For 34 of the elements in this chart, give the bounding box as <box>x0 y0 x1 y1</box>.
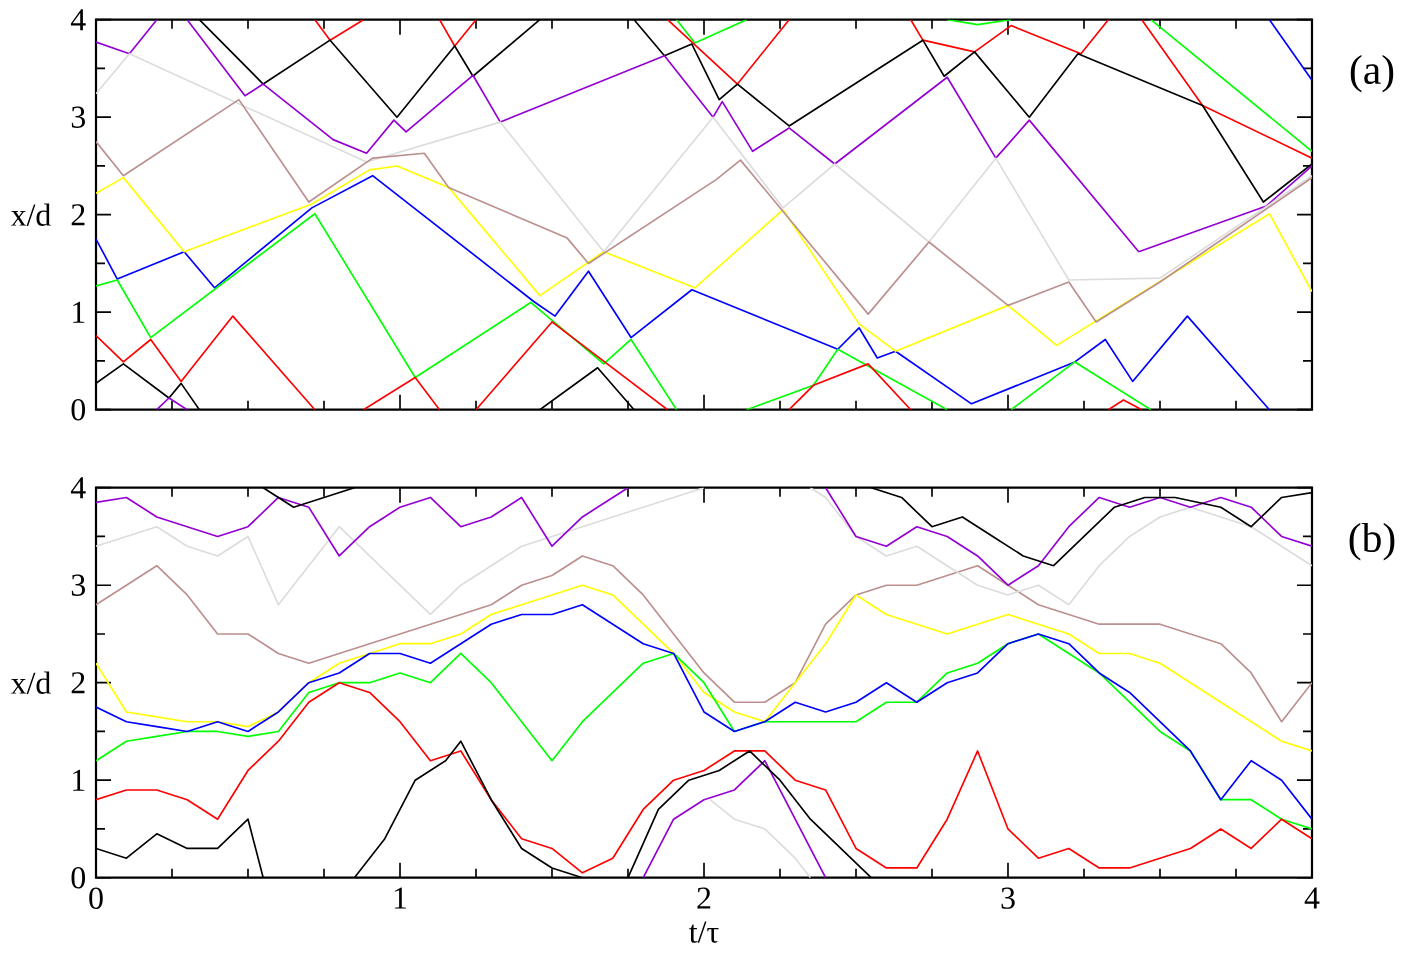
line-series <box>96 53 1312 282</box>
x-tick-label: 0 <box>89 887 103 910</box>
y-tick-label: 4 <box>70 9 86 31</box>
y-tick-label: 1 <box>73 769 85 791</box>
line-series <box>96 165 1312 353</box>
line-series <box>709 799 812 878</box>
y-tick-label: 3 <box>71 106 85 129</box>
x-tick-label: 3 <box>1001 887 1015 910</box>
y-tick-label: 0 <box>71 867 86 889</box>
x-tick-label: 2 <box>697 887 711 909</box>
line-series <box>909 19 1110 55</box>
y-tick-label: 4 <box>70 477 86 499</box>
line-series <box>96 487 629 557</box>
line-series <box>96 315 316 410</box>
line-series <box>96 98 1312 323</box>
line-series <box>96 604 1312 821</box>
text: (b) <box>1349 523 1395 561</box>
x-tick-label: 1 <box>394 887 407 909</box>
line-series <box>824 487 1312 587</box>
x-axis-title: t/τ <box>689 921 719 943</box>
line-series <box>96 175 1271 410</box>
y-tick-label: 1 <box>73 301 85 323</box>
y-axis-title: x/d <box>10 671 51 695</box>
y-axis-title: x/d <box>10 203 51 227</box>
y-tick-label: 3 <box>71 574 85 597</box>
line-series <box>96 213 678 410</box>
y-tick-label: 0 <box>71 399 86 421</box>
x-tick-label: 4 <box>1304 887 1320 909</box>
line-series <box>96 682 1312 874</box>
line-series <box>642 760 827 878</box>
y-tick-label: 2 <box>71 204 85 226</box>
line-series <box>186 19 1312 253</box>
text: (a) <box>1350 55 1394 93</box>
y-tick-label: 2 <box>71 672 85 694</box>
